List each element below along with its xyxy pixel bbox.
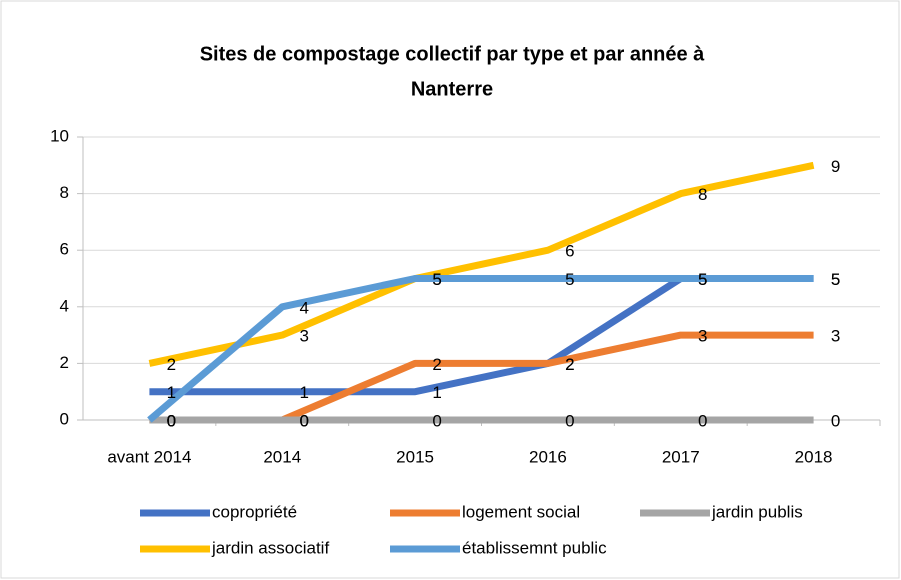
data-label: 5 bbox=[432, 270, 441, 289]
y-tick-label: 2 bbox=[60, 353, 69, 372]
legend-label: établissemnt public bbox=[462, 538, 607, 557]
legend-label: copropriété bbox=[212, 502, 297, 521]
data-label: 5 bbox=[698, 270, 707, 289]
legend-label: jardin associatif bbox=[211, 538, 329, 557]
x-tick-label: 2015 bbox=[396, 447, 434, 466]
data-label: 8 bbox=[698, 185, 707, 204]
data-label: 2 bbox=[565, 355, 574, 374]
data-label: 0 bbox=[831, 411, 840, 430]
series-line bbox=[148, 161, 815, 367]
data-label: 0 bbox=[300, 411, 309, 430]
data-label: 5 bbox=[565, 270, 574, 289]
legend-label: jardin publis bbox=[711, 502, 803, 521]
data-label: 3 bbox=[300, 327, 309, 346]
data-label: 0 bbox=[167, 411, 176, 430]
data-label: 1 bbox=[432, 383, 441, 402]
data-label: 5 bbox=[432, 270, 441, 289]
y-tick-label: 4 bbox=[60, 296, 69, 315]
data-label: 0 bbox=[565, 411, 574, 430]
series-line bbox=[147, 275, 814, 423]
y-tick-label: 8 bbox=[60, 183, 69, 202]
data-label: 2 bbox=[432, 355, 441, 374]
data-label: 5 bbox=[698, 270, 707, 289]
data-label: 0 bbox=[432, 411, 441, 430]
chart-title: Sites de compostage collectif par type e… bbox=[200, 43, 705, 65]
chart-title: Nanterre bbox=[411, 78, 493, 100]
x-tick-label: avant 2014 bbox=[107, 447, 191, 466]
x-tick-label: 2014 bbox=[263, 447, 301, 466]
y-tick-label: 6 bbox=[60, 240, 69, 259]
x-tick-label: 2016 bbox=[529, 447, 567, 466]
data-label: 0 bbox=[698, 411, 707, 430]
y-tick-label: 10 bbox=[50, 126, 69, 145]
data-label: 5 bbox=[831, 270, 840, 289]
legend-label: logement social bbox=[462, 502, 580, 521]
data-label: 0 bbox=[167, 411, 176, 430]
data-label: 3 bbox=[698, 327, 707, 346]
data-label: 2 bbox=[167, 355, 176, 374]
x-tick-label: 2018 bbox=[795, 447, 833, 466]
data-label: 0 bbox=[167, 411, 176, 430]
data-label: 2 bbox=[565, 355, 574, 374]
y-tick-label: 0 bbox=[60, 409, 69, 428]
data-label: 0 bbox=[300, 411, 309, 430]
x-tick-label: 2017 bbox=[662, 447, 700, 466]
data-label: 3 bbox=[831, 327, 840, 346]
data-label: 5 bbox=[831, 270, 840, 289]
data-label: 4 bbox=[300, 298, 309, 317]
data-label: 1 bbox=[167, 383, 176, 402]
data-label: 9 bbox=[831, 157, 840, 176]
data-label: 6 bbox=[565, 242, 574, 261]
data-label: 1 bbox=[300, 383, 309, 402]
